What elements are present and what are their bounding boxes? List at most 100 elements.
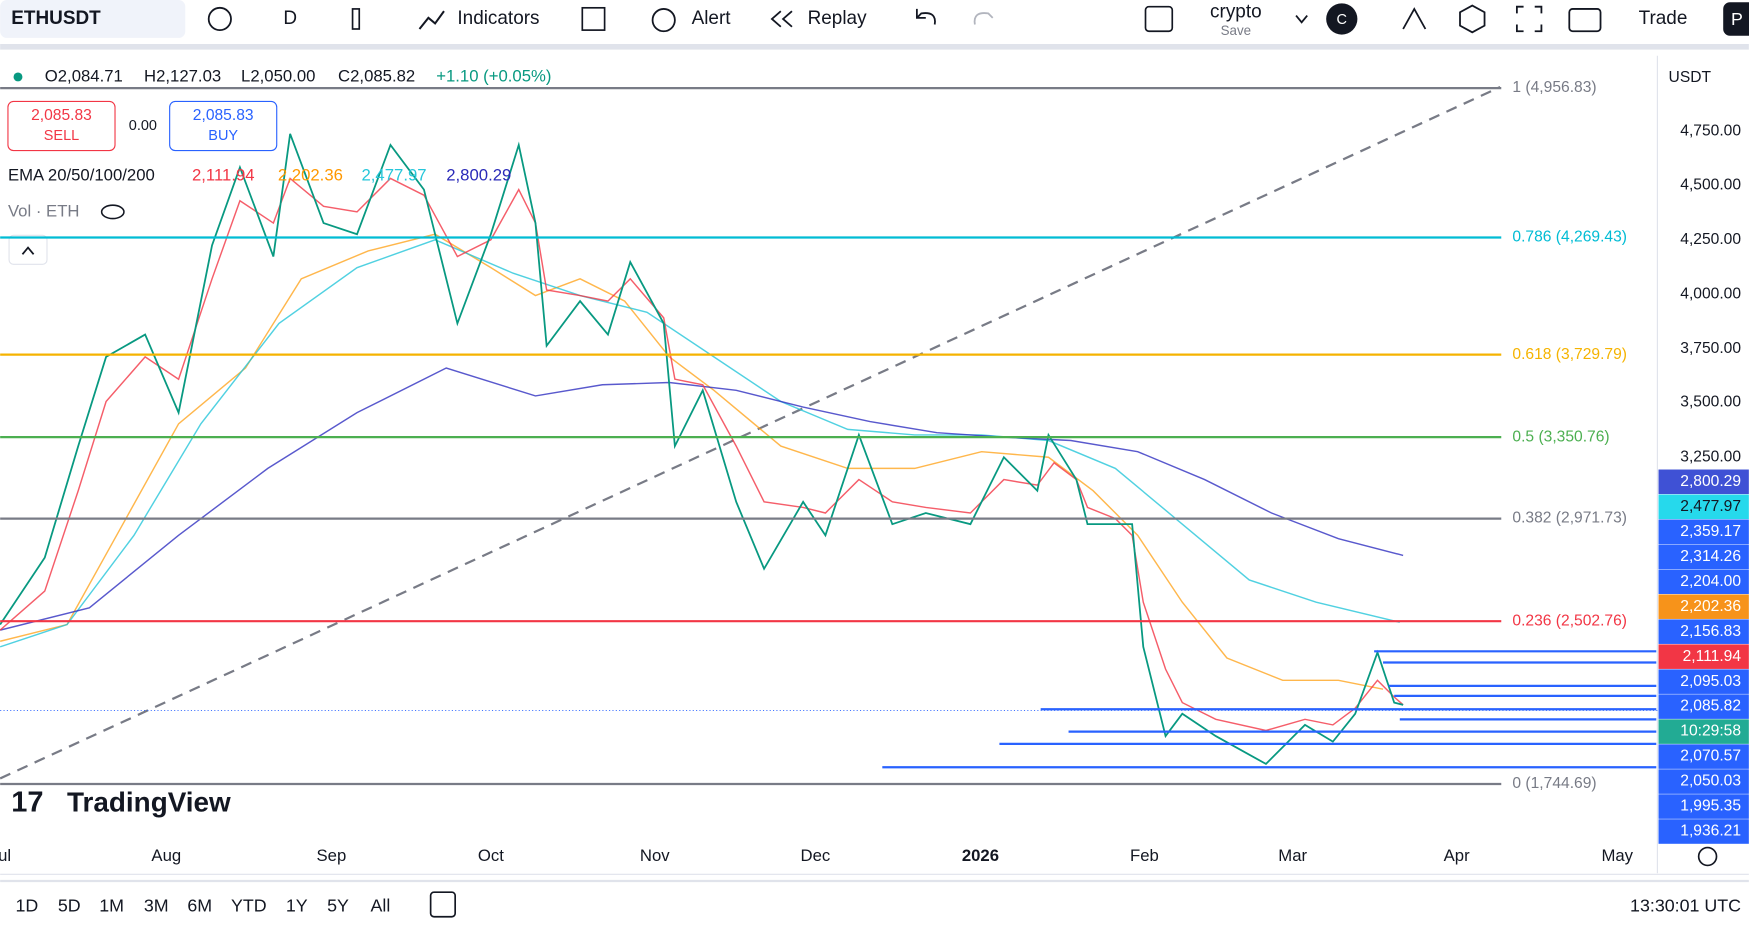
snapshot-icon[interactable]	[1568, 8, 1602, 33]
open: O2,084.71	[45, 66, 123, 85]
time-axis-label: ul	[0, 846, 11, 865]
price-tag-label: 2,477.97	[1680, 498, 1741, 515]
price-tag	[1658, 544, 1749, 569]
time-axis-label: 2026	[962, 846, 999, 865]
buy-label[interactable]: BUY	[208, 128, 238, 144]
ema-50	[0, 233, 1384, 690]
layout-name[interactable]: crypto	[1210, 1, 1262, 22]
quick-search-icon[interactable]	[1402, 7, 1427, 30]
fib-label: 1 (4,956.83)	[1512, 79, 1596, 96]
range-button[interactable]: 5D	[58, 895, 81, 915]
range-button[interactable]: YTD	[231, 895, 267, 915]
replay[interactable]: Replay	[808, 8, 867, 29]
price-tag	[1658, 669, 1749, 694]
price-axis-label: 3,250.00	[1680, 448, 1741, 465]
range-button[interactable]: 5Y	[327, 895, 349, 915]
currency-box[interactable]	[1658, 61, 1749, 95]
add-icon[interactable]	[207, 6, 232, 32]
date-range-icon[interactable]	[429, 891, 457, 918]
alert[interactable]: Alert	[692, 8, 732, 29]
save-status[interactable]: Save	[1221, 23, 1252, 38]
axis-settings[interactable]	[1697, 846, 1718, 867]
hide-icon[interactable]	[100, 204, 125, 220]
price-tag-label: 2,314.26	[1680, 548, 1741, 565]
currency[interactable]: USDT	[1669, 69, 1712, 86]
avatar[interactable]: C	[1337, 12, 1347, 28]
logo-mark: 17	[11, 787, 43, 819]
layout-icon[interactable]	[1144, 5, 1174, 33]
time-axis-label: Feb	[1130, 846, 1159, 865]
price-tag-label: 1,995.35	[1680, 798, 1741, 815]
price-axis-label: 3,750.00	[1680, 340, 1741, 357]
time-axis-label: Nov	[640, 846, 670, 865]
price-tag-label: 2,156.83	[1680, 623, 1741, 640]
profile[interactable]: P	[1731, 9, 1743, 29]
price-axis-label: 4,500.00	[1680, 176, 1741, 193]
fullscreen-icon[interactable]	[1515, 5, 1543, 33]
price-tag	[1658, 594, 1749, 619]
replay-icon[interactable]	[770, 10, 793, 28]
collapse-icon[interactable]	[21, 246, 35, 255]
alert-icon[interactable]	[651, 8, 676, 33]
time-axis-label: Mar	[1278, 846, 1307, 865]
range-button[interactable]: All	[371, 895, 391, 915]
price-tag-label: 2,800.29	[1680, 473, 1741, 490]
fib-label: 0 (1,744.69)	[1512, 775, 1596, 792]
sell-label[interactable]: SELL	[44, 128, 79, 144]
range-button[interactable]: 1M	[99, 895, 124, 915]
redo-icon[interactable]	[973, 12, 994, 25]
ema-value: 2,202.36	[278, 166, 343, 185]
profile-box[interactable]	[1723, 2, 1749, 36]
logo: TradingView	[67, 786, 231, 817]
price-tag	[1658, 569, 1749, 594]
price-tag-label: 2,202.36	[1680, 598, 1741, 615]
buy-price[interactable]: 2,085.83	[193, 107, 254, 124]
undo-icon[interactable]	[915, 8, 936, 25]
indicators-icon[interactable]	[418, 10, 445, 30]
ema-value: 2,111.94	[192, 166, 255, 185]
price-tag-label: 2,085.82	[1680, 698, 1741, 715]
range-button[interactable]: 6M	[187, 895, 212, 915]
fib-label: 0.236 (2,502.76)	[1512, 612, 1627, 629]
candle-icon[interactable]	[351, 8, 361, 30]
ema-name: EMA 20/50/100/200	[8, 166, 155, 185]
trade[interactable]: Trade	[1639, 8, 1688, 29]
range-button[interactable]: 3M	[144, 895, 169, 915]
status-dot	[13, 72, 23, 82]
price-tag	[1658, 819, 1749, 844]
ema-value: 2,800.29	[446, 166, 511, 185]
fib-label: 0.786 (4,269.43)	[1512, 229, 1627, 246]
time-axis-label: May	[1601, 846, 1633, 865]
symbol[interactable]: ETHUSDT	[11, 8, 101, 29]
buy-button[interactable]	[169, 100, 278, 152]
interval[interactable]: D	[283, 8, 297, 29]
change: +1.10 (+0.05%)	[436, 66, 551, 85]
sell-price[interactable]: 2,085.83	[31, 107, 92, 124]
time-axis-label: Oct	[478, 846, 504, 865]
layout-menu[interactable]	[1295, 15, 1308, 24]
range-button[interactable]: 1D	[16, 895, 39, 915]
clock: 13:30:01 UTC	[1630, 895, 1741, 915]
symbol-box[interactable]	[0, 0, 186, 38]
volume: Vol · ETH	[8, 201, 80, 220]
indicators[interactable]: Indicators	[457, 8, 539, 29]
settings-icon[interactable]	[1459, 4, 1486, 34]
price-tag-label: 1,936.21	[1680, 823, 1741, 840]
templates-icon[interactable]	[581, 6, 606, 31]
ema-20	[0, 177, 1404, 732]
plot	[0, 85, 1658, 780]
trend-line	[0, 85, 1501, 780]
fib-label: 0.382 (2,971.73)	[1512, 510, 1627, 527]
collapse-button[interactable]	[8, 234, 48, 265]
ema-200	[0, 367, 1404, 631]
sell-button[interactable]	[7, 100, 116, 152]
price-tag	[1658, 694, 1749, 719]
ema-value: 2,477.97	[361, 166, 426, 185]
close: C2,085.82	[338, 66, 415, 85]
avatar-circle[interactable]	[1326, 3, 1358, 35]
range-button[interactable]: 1Y	[286, 895, 308, 915]
price-tag	[1658, 494, 1749, 520]
